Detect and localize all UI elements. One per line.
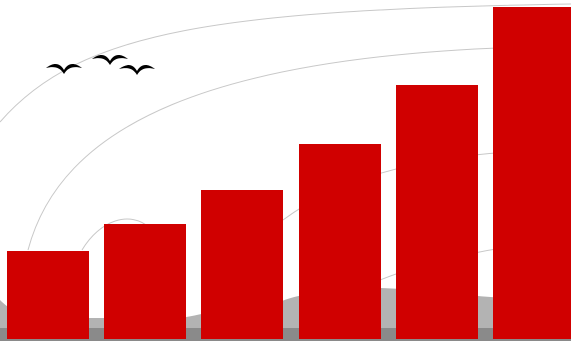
bar: [201, 190, 283, 339]
bird: [46, 64, 82, 74]
bar: [104, 224, 186, 339]
bar: [299, 144, 381, 339]
bar: [396, 85, 478, 339]
swoosh-line: [81, 218, 151, 251]
bird: [119, 65, 155, 75]
swoosh-line: [0, 3, 571, 123]
bar: [493, 7, 571, 339]
bar: [7, 251, 89, 339]
birds: [46, 55, 155, 75]
bird: [92, 55, 128, 65]
swoosh-line: [27, 45, 571, 251]
bars: [7, 7, 571, 339]
